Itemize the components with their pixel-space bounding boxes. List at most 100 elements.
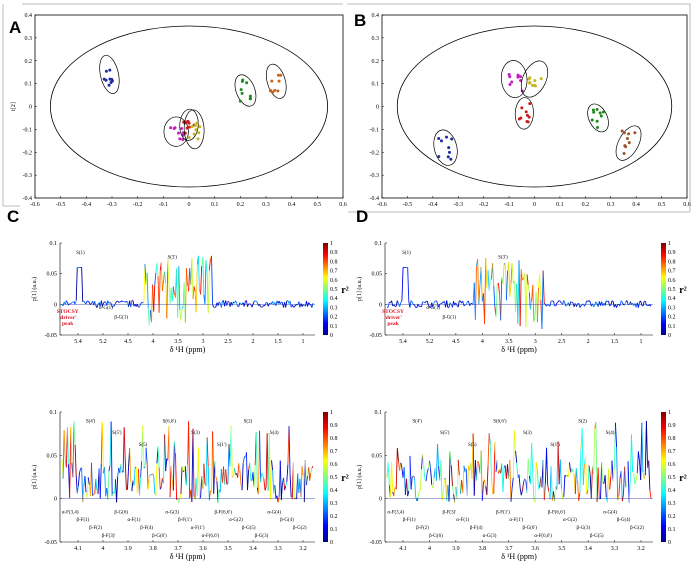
- spectrum-segment: [410, 300, 413, 303]
- spectrum-segment: [77, 472, 80, 487]
- spectrum-segment: [136, 303, 139, 308]
- peak-annotation: β-G(4): [617, 518, 631, 523]
- x-tick-label: 3.4: [584, 546, 592, 552]
- spectrum-segment: [574, 468, 577, 495]
- spectrum-segment: [308, 467, 311, 481]
- spectrum-segment: [79, 468, 81, 473]
- y-axis-label: p[1] (a.u.): [356, 277, 363, 301]
- spectrum-segment: [226, 301, 229, 306]
- spectrum-segment: [178, 266, 181, 311]
- spectrum-segment: [245, 452, 248, 491]
- spectrum-segment: [267, 303, 270, 307]
- spectrum-segment: [255, 300, 258, 303]
- spectrum-segment: [586, 490, 589, 495]
- y-tick-label: -0.05: [45, 333, 58, 339]
- point-green: [601, 110, 605, 114]
- spectrum-segment: [139, 477, 142, 496]
- x-tick-label: 3.7: [174, 546, 182, 552]
- spectrum-segment: [502, 264, 505, 284]
- spectrum-segment: [533, 314, 536, 323]
- peak-annotation: α-G(4): [267, 510, 281, 515]
- spectrum-segment: [585, 300, 588, 305]
- spectrum-segment: [226, 482, 229, 485]
- spectrum-segment: [399, 302, 402, 307]
- x-tick-label: -0.2: [133, 202, 143, 208]
- spectrum-segment: [549, 301, 552, 307]
- y-tick-label: 0.4: [372, 13, 380, 19]
- y-tick-label: 0.2: [25, 59, 33, 65]
- colorbar-tick-label: 0.8: [668, 436, 676, 442]
- peak-annotation: α-F(1): [456, 518, 469, 523]
- spectrum-segment: [69, 303, 71, 305]
- x-axis-label: δ ¹H (ppm): [501, 345, 537, 354]
- spectrum-segment: [612, 469, 615, 481]
- spectrum-segment: [457, 300, 460, 308]
- peak-annotation: β-G(3): [255, 534, 269, 539]
- y-tick-label: -0.3: [23, 173, 33, 179]
- spectrum-segment: [185, 464, 188, 486]
- spectrum-segment: [521, 482, 525, 491]
- spectrum-segment: [91, 462, 94, 496]
- spectrum-segment: [264, 302, 267, 306]
- spectrum-segment: [146, 463, 149, 490]
- x-tick-label: 3.3: [611, 546, 619, 552]
- y-tick-label: -0.1: [23, 127, 33, 133]
- spectrum-segment: [292, 462, 295, 499]
- spectrum-segment: [463, 304, 466, 307]
- spectrum-segment: [526, 458, 529, 494]
- spectrum-segment: [259, 304, 262, 307]
- spectrum-segment: [181, 306, 184, 309]
- spectrum-segment: [579, 449, 582, 494]
- spectrum-segment: [144, 264, 147, 285]
- spectrum-segment: [525, 274, 528, 328]
- spectrum-c-bottom: 0.1 0.05 0 -0.05 p[1] (a.u.) 4.1 4 3.9 3.8 3.7 3.6…: [31, 410, 349, 561]
- peak-annotation: β-G(4): [280, 518, 294, 523]
- spectrum-segment: [158, 270, 161, 313]
- spectrum-segment: [477, 460, 480, 464]
- spectrum-segment: [269, 460, 272, 500]
- spectrum-segment: [308, 302, 311, 305]
- spectrum-segment: [87, 300, 90, 303]
- spectrum-segment: [632, 471, 635, 475]
- y-tick-label: 0.1: [25, 82, 33, 88]
- spectrum-segment: [493, 441, 496, 494]
- colorbar-tick-label: 0.7: [668, 269, 676, 275]
- spectrum-segment: [109, 302, 112, 304]
- point-yellow: [196, 137, 200, 141]
- x-tick-label: 0.6: [683, 202, 691, 208]
- spectrum-segment: [207, 466, 210, 501]
- point-magenta: [507, 72, 511, 76]
- spectrum-segment: [642, 301, 645, 307]
- spectrum-segment: [526, 274, 529, 285]
- spectrum-segment: [75, 474, 78, 494]
- colorbar-tick-label: 0.5: [330, 475, 338, 481]
- plot-area: [34, 14, 344, 199]
- spectrum-segment: [63, 430, 66, 460]
- spectrum-segment: [108, 465, 111, 472]
- point-magenta: [181, 137, 185, 141]
- colorbar-tick-label: 0: [668, 333, 671, 339]
- x-tick-label: 5.2: [99, 339, 107, 345]
- spectrum-segment: [251, 304, 254, 308]
- spectrum-segment: [495, 284, 498, 317]
- y-tick-label: -0.4: [370, 196, 380, 202]
- spectrum-segment: [580, 304, 583, 307]
- spectrum-segment: [392, 304, 395, 307]
- x-tick-label: 0: [533, 202, 536, 208]
- x-tick-label: 4.1: [399, 546, 407, 552]
- x-tick-label: 1: [302, 339, 305, 345]
- peak-annotation: β-F(4): [140, 526, 153, 531]
- panel-letter-b: B: [354, 11, 366, 30]
- spectrum-segment: [271, 460, 274, 471]
- spectrum-segment: [107, 471, 110, 500]
- point-yellow: [530, 83, 534, 87]
- spectrum-segment: [139, 304, 141, 308]
- peak-annotation: α-G(2): [229, 518, 243, 523]
- x-tick-label: 0.1: [211, 202, 219, 208]
- point-blue: [104, 69, 108, 73]
- peak-annotation: S(5): [139, 443, 148, 448]
- spectrum-segment: [145, 447, 148, 464]
- spectrum-segment: [92, 493, 95, 497]
- spectrum-segment: [167, 259, 170, 285]
- spectrum-segment: [569, 462, 572, 473]
